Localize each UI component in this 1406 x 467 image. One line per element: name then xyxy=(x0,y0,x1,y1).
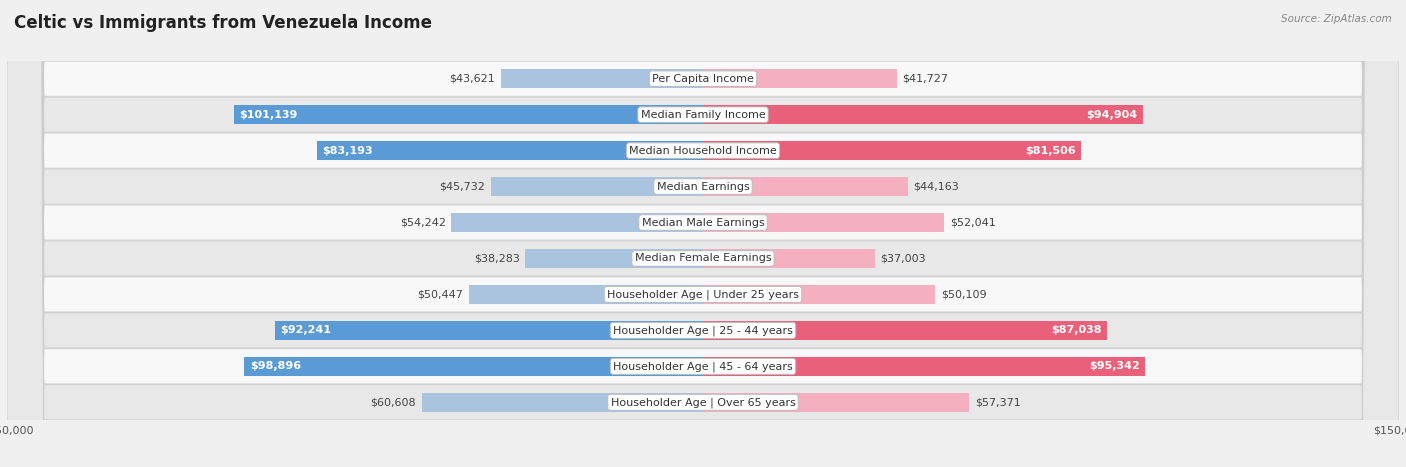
Text: Householder Age | Over 65 years: Householder Age | Over 65 years xyxy=(610,397,796,408)
Text: $45,732: $45,732 xyxy=(439,182,485,191)
Bar xyxy=(703,105,1143,124)
Text: $94,904: $94,904 xyxy=(1087,110,1137,120)
Bar xyxy=(703,69,897,88)
Text: $52,041: $52,041 xyxy=(950,218,995,227)
Bar xyxy=(526,249,703,268)
Text: $57,371: $57,371 xyxy=(974,397,1021,407)
Text: $43,621: $43,621 xyxy=(450,74,495,84)
Text: Median Female Earnings: Median Female Earnings xyxy=(634,254,772,263)
Text: $98,896: $98,896 xyxy=(250,361,301,371)
FancyBboxPatch shape xyxy=(7,0,1399,467)
FancyBboxPatch shape xyxy=(7,0,1399,467)
Bar xyxy=(703,177,908,196)
Text: Median Male Earnings: Median Male Earnings xyxy=(641,218,765,227)
FancyBboxPatch shape xyxy=(7,0,1399,467)
Text: $50,447: $50,447 xyxy=(418,290,464,299)
Bar xyxy=(233,105,703,124)
Bar xyxy=(422,393,703,412)
Text: Median Family Income: Median Family Income xyxy=(641,110,765,120)
FancyBboxPatch shape xyxy=(7,0,1399,467)
FancyBboxPatch shape xyxy=(7,0,1399,467)
FancyBboxPatch shape xyxy=(7,0,1399,467)
Text: Per Capita Income: Per Capita Income xyxy=(652,74,754,84)
FancyBboxPatch shape xyxy=(7,0,1399,467)
Text: $81,506: $81,506 xyxy=(1025,146,1076,156)
Text: $101,139: $101,139 xyxy=(239,110,298,120)
Bar xyxy=(703,357,1146,376)
Text: $60,608: $60,608 xyxy=(371,397,416,407)
FancyBboxPatch shape xyxy=(7,0,1399,467)
Bar xyxy=(703,321,1107,340)
Text: $41,727: $41,727 xyxy=(903,74,948,84)
Text: $95,342: $95,342 xyxy=(1090,361,1140,371)
Text: $44,163: $44,163 xyxy=(914,182,959,191)
Text: Householder Age | 25 - 44 years: Householder Age | 25 - 44 years xyxy=(613,325,793,336)
Bar xyxy=(703,213,945,232)
Text: Householder Age | 45 - 64 years: Householder Age | 45 - 64 years xyxy=(613,361,793,372)
Bar xyxy=(491,177,703,196)
Bar xyxy=(245,357,703,376)
Bar xyxy=(501,69,703,88)
FancyBboxPatch shape xyxy=(7,0,1399,467)
Bar xyxy=(316,141,703,160)
Text: Median Household Income: Median Household Income xyxy=(628,146,778,156)
Text: $54,242: $54,242 xyxy=(399,218,446,227)
Text: $83,193: $83,193 xyxy=(322,146,373,156)
Text: Median Earnings: Median Earnings xyxy=(657,182,749,191)
Text: $37,003: $37,003 xyxy=(880,254,927,263)
Text: Celtic vs Immigrants from Venezuela Income: Celtic vs Immigrants from Venezuela Inco… xyxy=(14,14,432,32)
Bar xyxy=(276,321,703,340)
Bar xyxy=(451,213,703,232)
Text: $50,109: $50,109 xyxy=(941,290,987,299)
Bar xyxy=(703,285,935,304)
Text: $87,038: $87,038 xyxy=(1050,325,1101,335)
Bar xyxy=(470,285,703,304)
Bar xyxy=(703,141,1081,160)
FancyBboxPatch shape xyxy=(7,0,1399,467)
Text: Householder Age | Under 25 years: Householder Age | Under 25 years xyxy=(607,289,799,300)
Text: Source: ZipAtlas.com: Source: ZipAtlas.com xyxy=(1281,14,1392,24)
Bar xyxy=(703,249,875,268)
Text: $38,283: $38,283 xyxy=(474,254,520,263)
Bar xyxy=(703,393,969,412)
Text: $92,241: $92,241 xyxy=(281,325,332,335)
